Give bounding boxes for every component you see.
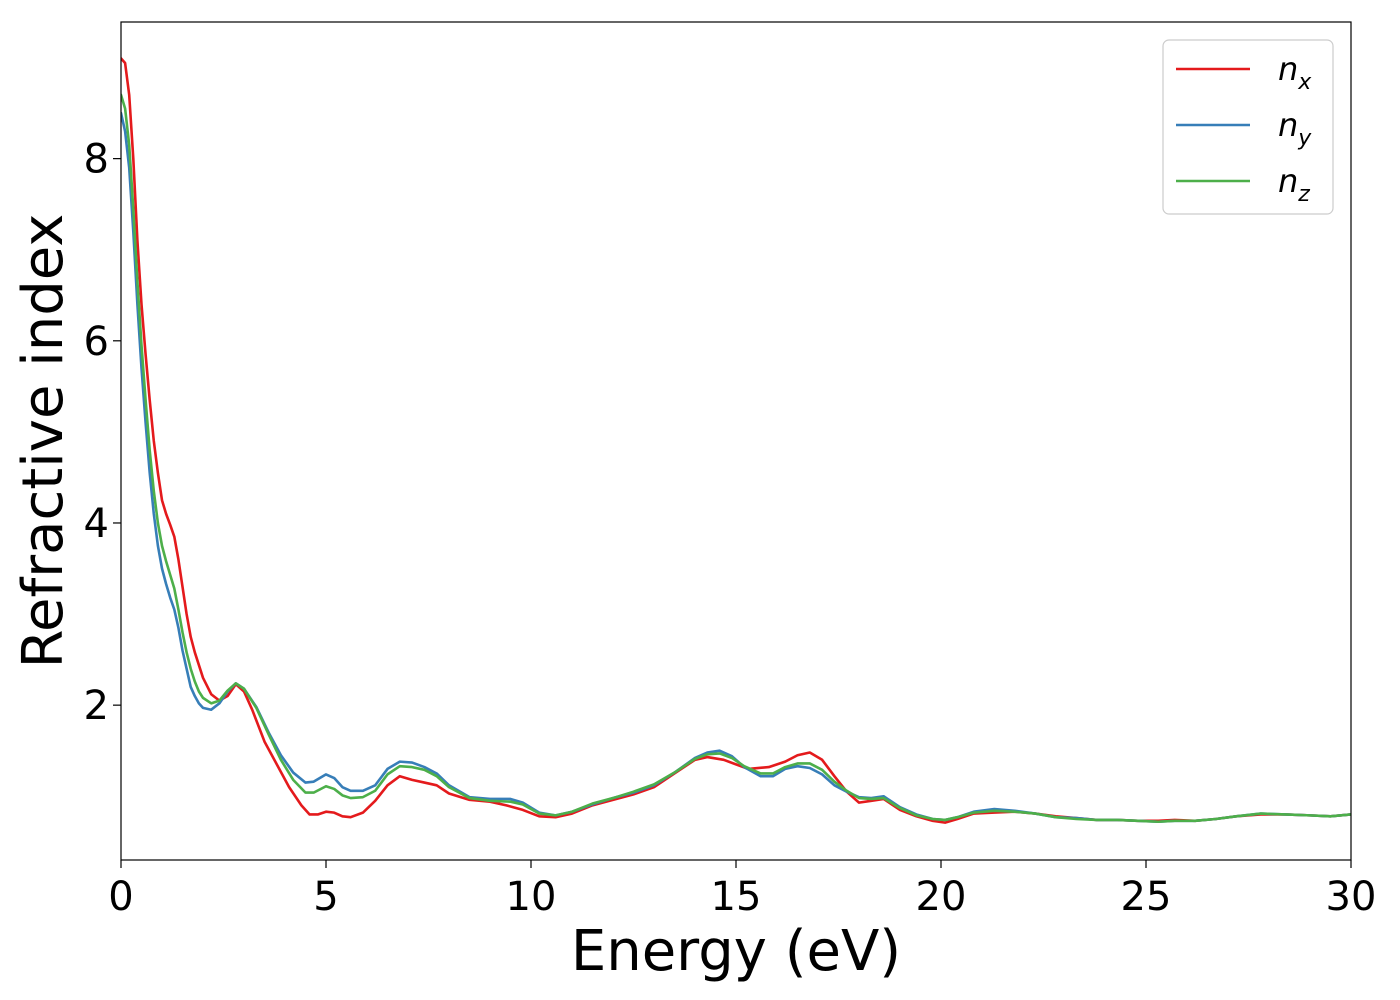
y-tick-label: 6 <box>84 319 109 365</box>
legend: nx ny nz <box>1162 39 1334 215</box>
legend-items: nx ny nz <box>1176 50 1312 207</box>
x-tick-label: 5 <box>313 874 338 920</box>
legend-box <box>1162 39 1334 215</box>
x-tick-label: 20 <box>916 874 967 920</box>
legend-label-n-z: nz <box>1278 162 1310 207</box>
x-tick-label: 30 <box>1326 874 1377 920</box>
x-axis-ticks: 0 5 10 15 20 25 30 <box>108 860 1376 920</box>
legend-label-n-y: ny <box>1278 106 1312 151</box>
x-tick-label: 15 <box>711 874 762 920</box>
x-tick-label: 0 <box>108 874 133 920</box>
series-line-n-z <box>121 93 1351 824</box>
y-axis-ticks: 2 4 6 8 <box>84 137 121 729</box>
x-axis-title: Energy (eV) <box>571 919 901 984</box>
series-layer <box>121 57 1351 824</box>
y-tick-label: 8 <box>84 137 109 183</box>
legend-label-n-x: nx <box>1278 50 1312 95</box>
x-tick-label: 25 <box>1121 874 1172 920</box>
y-axis-title: Refractive index <box>11 214 76 669</box>
x-tick-label: 10 <box>506 874 557 920</box>
y-tick-label: 4 <box>84 501 109 547</box>
y-tick-label: 2 <box>84 683 109 729</box>
series-line-n-y <box>121 111 1351 824</box>
